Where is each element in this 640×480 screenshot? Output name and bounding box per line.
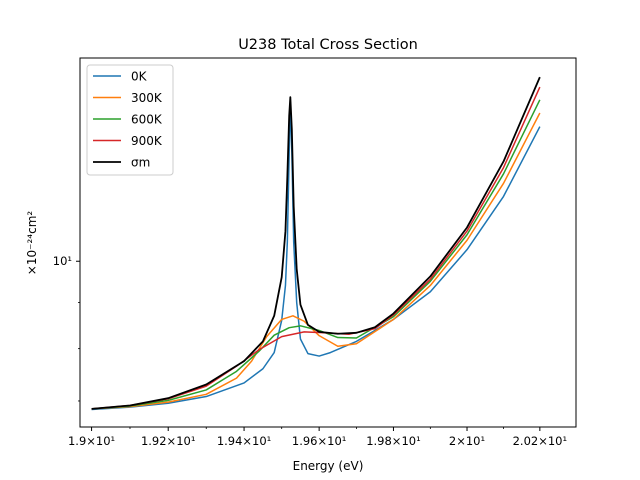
x-tick-label-3: 1.96×10¹: [292, 434, 347, 448]
y-tick-label-0: 10¹: [53, 254, 72, 268]
y-axis: 10¹: [53, 254, 80, 402]
legend-label-0: 0K: [131, 70, 148, 84]
legend-box: [86, 64, 174, 176]
plot-area: [91, 76, 541, 411]
series-line-4: [91, 76, 541, 410]
x-axis: 1.9×10¹ 1.92×10¹ 1.94×10¹ 1.96×10¹ 1.98×10¹ 2…: [68, 427, 567, 448]
series-line-3: [91, 86, 541, 410]
legend-label-3: 900K: [131, 134, 163, 148]
x-tick-label-0: 1.9×10¹: [68, 434, 115, 448]
legend: 0K 300K 600K 900K σm: [86, 64, 174, 176]
x-tick-label-4: 1.98×10¹: [366, 434, 421, 448]
legend-label-2: 600K: [131, 113, 163, 127]
plot-frame: [79, 57, 577, 428]
legend-label-4: σm: [131, 156, 150, 170]
y-axis-label: ×10⁻²⁴cm²: [25, 211, 39, 276]
x-tick-label-5: 2×10¹: [449, 434, 485, 448]
x-tick-label-1: 1.92×10¹: [141, 434, 196, 448]
series-lines: [91, 76, 541, 411]
x-tick-label-2: 1.94×10¹: [217, 434, 272, 448]
chart-title: U238 Total Cross Section: [238, 37, 418, 53]
x-tick-label-6: 2.02×10¹: [513, 434, 568, 448]
legend-label-1: 300K: [131, 91, 163, 105]
series-line-1: [91, 112, 541, 410]
x-axis-label: Energy (eV): [293, 459, 364, 473]
series-line-2: [91, 99, 541, 410]
